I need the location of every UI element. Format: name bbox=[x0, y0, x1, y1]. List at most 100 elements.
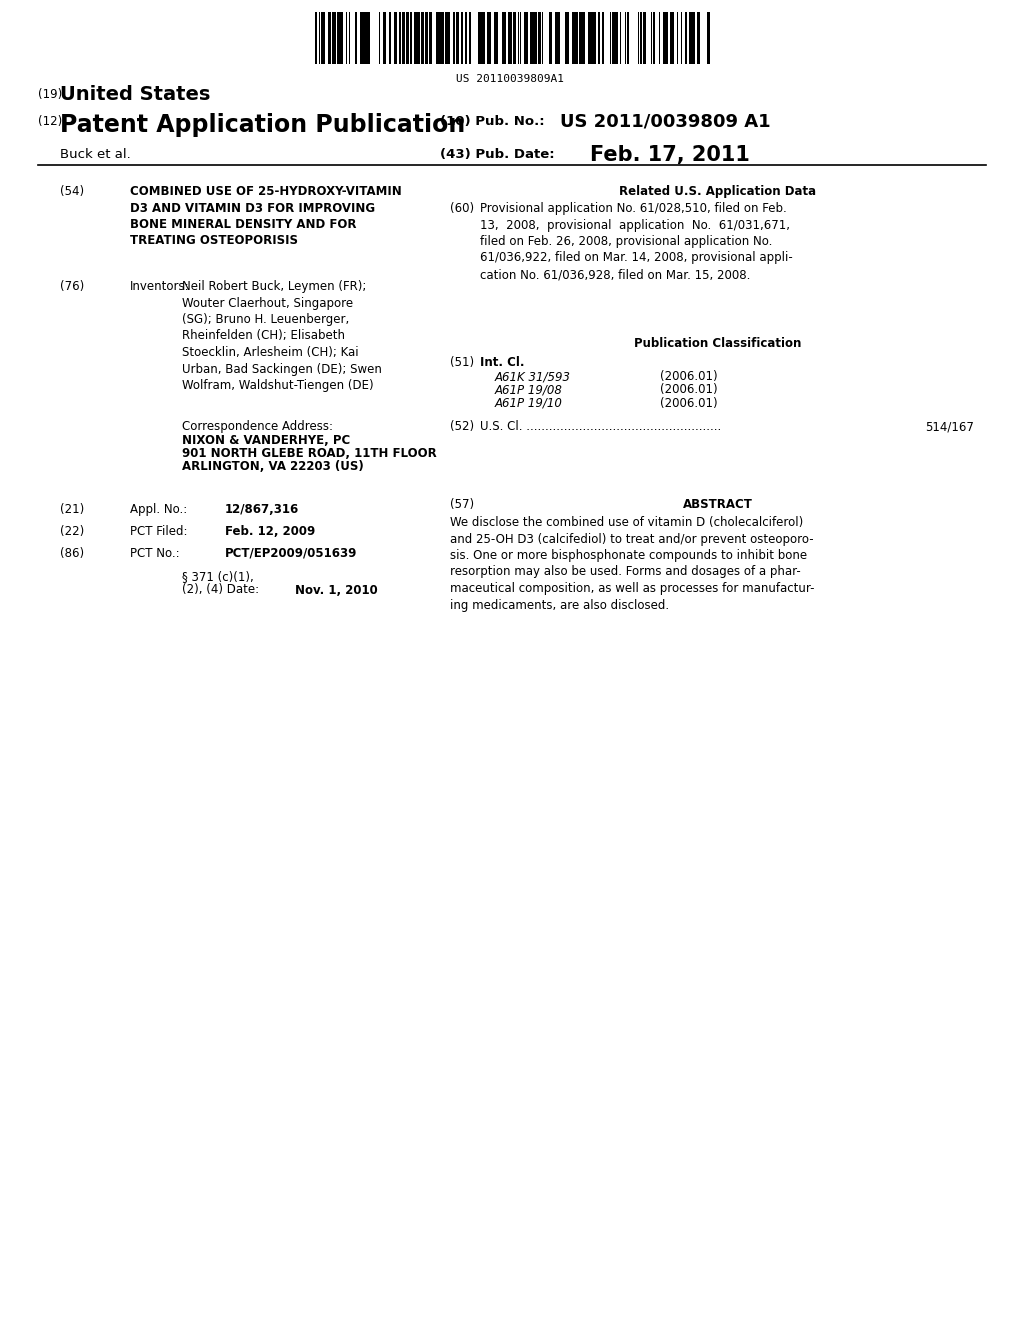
Bar bbox=[395, 12, 397, 63]
Bar bbox=[528, 12, 530, 63]
Bar bbox=[482, 12, 484, 63]
Text: (57): (57) bbox=[450, 498, 474, 511]
Text: (10) Pub. No.:: (10) Pub. No.: bbox=[440, 115, 545, 128]
Bar bbox=[384, 12, 386, 63]
Bar bbox=[612, 12, 614, 63]
Bar bbox=[648, 12, 651, 63]
Bar bbox=[705, 12, 707, 63]
Text: Buck et al.: Buck et al. bbox=[60, 148, 131, 161]
Text: (22): (22) bbox=[60, 525, 84, 539]
Bar bbox=[371, 12, 373, 63]
Bar bbox=[341, 12, 343, 63]
Bar bbox=[627, 12, 629, 63]
Text: Inventors:: Inventors: bbox=[130, 280, 189, 293]
Bar bbox=[337, 12, 339, 63]
Text: A61P 19/10: A61P 19/10 bbox=[495, 397, 563, 411]
Text: COMBINED USE OF 25-HYDROXY-VITAMIN
D3 AND VITAMIN D3 FOR IMPROVING
BONE MINERAL : COMBINED USE OF 25-HYDROXY-VITAMIN D3 AN… bbox=[130, 185, 401, 248]
Bar bbox=[640, 12, 642, 63]
Text: (2006.01): (2006.01) bbox=[660, 397, 718, 411]
Text: US 20110039809A1: US 20110039809A1 bbox=[456, 74, 564, 84]
Bar bbox=[489, 12, 490, 63]
Bar bbox=[332, 12, 334, 63]
Text: Correspondence Address:: Correspondence Address: bbox=[182, 420, 333, 433]
Text: (19): (19) bbox=[38, 88, 62, 102]
Bar bbox=[482, 12, 484, 63]
Bar bbox=[622, 12, 625, 63]
Bar bbox=[450, 12, 453, 63]
Text: PCT Filed:: PCT Filed: bbox=[130, 525, 187, 539]
Bar bbox=[395, 12, 397, 63]
Text: (2006.01): (2006.01) bbox=[660, 384, 718, 396]
Text: (2006.01): (2006.01) bbox=[660, 370, 718, 383]
Bar bbox=[566, 12, 569, 63]
Text: PCT/EP2009/051639: PCT/EP2009/051639 bbox=[225, 546, 357, 560]
Bar bbox=[496, 12, 498, 63]
Bar bbox=[380, 12, 382, 63]
Bar bbox=[670, 12, 672, 63]
Bar bbox=[663, 12, 665, 63]
Bar bbox=[547, 12, 549, 63]
Bar bbox=[328, 12, 331, 63]
Bar bbox=[478, 12, 480, 63]
Bar bbox=[399, 12, 401, 63]
Bar bbox=[692, 12, 695, 63]
Bar bbox=[690, 12, 692, 63]
Bar bbox=[429, 12, 432, 63]
Bar bbox=[494, 12, 496, 63]
Bar bbox=[560, 12, 562, 63]
Bar bbox=[441, 12, 443, 63]
Bar bbox=[685, 12, 687, 63]
Bar bbox=[476, 12, 478, 63]
Bar bbox=[360, 12, 362, 63]
Bar bbox=[360, 12, 362, 63]
Bar bbox=[602, 12, 604, 63]
Text: (52): (52) bbox=[450, 420, 474, 433]
Bar bbox=[701, 12, 705, 63]
Bar bbox=[598, 12, 600, 63]
Bar bbox=[406, 12, 409, 63]
Bar bbox=[332, 12, 334, 63]
Bar bbox=[352, 12, 355, 63]
Bar bbox=[322, 12, 325, 63]
Bar bbox=[575, 12, 578, 63]
Bar bbox=[469, 12, 471, 63]
Bar bbox=[421, 12, 423, 63]
Bar bbox=[708, 12, 710, 63]
Bar bbox=[357, 12, 360, 63]
Bar bbox=[544, 12, 546, 63]
Bar bbox=[496, 12, 498, 63]
Text: Provisional application No. 61/028,510, filed on Feb.
13,  2008,  provisional  a: Provisional application No. 61/028,510, … bbox=[480, 202, 793, 281]
Bar bbox=[663, 12, 665, 63]
Bar bbox=[588, 12, 591, 63]
Text: PCT No.:: PCT No.: bbox=[130, 546, 179, 560]
Bar bbox=[416, 12, 418, 63]
Bar bbox=[708, 12, 710, 63]
Bar bbox=[575, 12, 578, 63]
Bar bbox=[655, 12, 657, 63]
Bar bbox=[337, 12, 339, 63]
Bar bbox=[509, 12, 512, 63]
Bar bbox=[374, 12, 376, 63]
Bar bbox=[631, 12, 634, 63]
Text: Feb. 17, 2011: Feb. 17, 2011 bbox=[590, 145, 750, 165]
Bar bbox=[618, 12, 620, 63]
Bar bbox=[514, 12, 516, 63]
Bar bbox=[683, 12, 685, 63]
Bar bbox=[572, 12, 575, 63]
Bar bbox=[549, 12, 551, 63]
Text: (12): (12) bbox=[38, 115, 62, 128]
Bar bbox=[465, 12, 467, 63]
Text: United States: United States bbox=[60, 84, 210, 104]
Bar bbox=[362, 12, 364, 63]
Bar bbox=[459, 12, 461, 63]
Bar bbox=[325, 12, 327, 63]
Bar bbox=[583, 12, 585, 63]
Bar bbox=[670, 12, 672, 63]
Bar bbox=[461, 12, 463, 63]
Bar bbox=[503, 12, 505, 63]
Bar bbox=[634, 12, 637, 63]
Bar bbox=[471, 12, 474, 63]
Text: A61K 31/593: A61K 31/593 bbox=[495, 370, 571, 383]
Bar bbox=[312, 12, 315, 63]
Bar bbox=[328, 12, 331, 63]
